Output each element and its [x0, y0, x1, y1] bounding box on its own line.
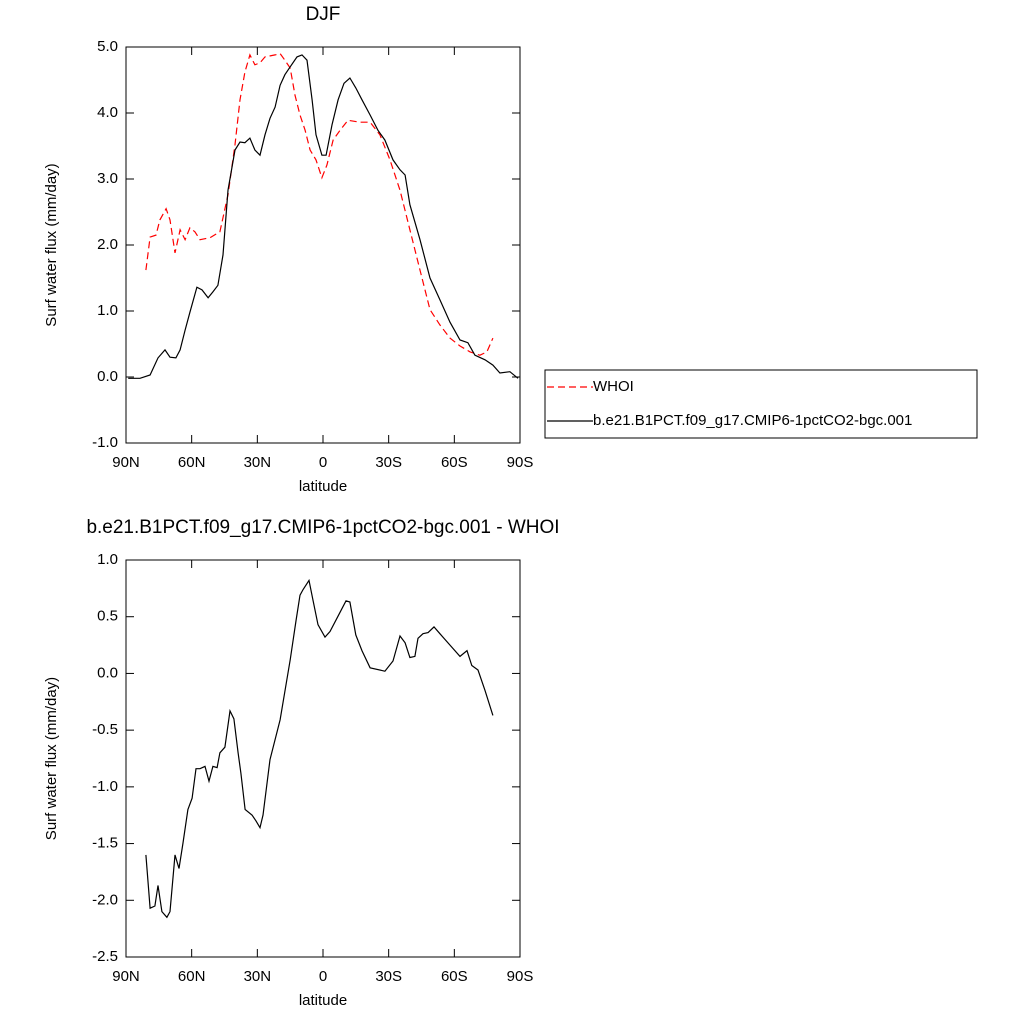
y-tick-label: -1.5 — [92, 835, 118, 852]
chart-title: DJF — [306, 4, 341, 25]
y-tick-label: 0.5 — [97, 608, 118, 625]
legend-box — [544, 369, 978, 439]
y-tick-label: 0.0 — [97, 664, 118, 681]
x-tick-label: 60N — [178, 454, 206, 471]
data-line — [145, 578, 494, 919]
x-tick-label: 90N — [112, 454, 140, 471]
x-tick-label: 90S — [507, 968, 534, 985]
y-tick-label: -1.0 — [92, 778, 118, 795]
x-tick-label: 60S — [441, 454, 468, 471]
y-tick-label: -0.5 — [92, 721, 118, 738]
y-tick-label: 3.0 — [97, 170, 118, 187]
y-tick-label: 0.0 — [97, 368, 118, 385]
x-tick-label: 0 — [319, 968, 327, 985]
legend-label: WHOI — [593, 378, 634, 395]
data-line — [128, 54, 519, 379]
y-tick-label: -2.5 — [92, 948, 118, 965]
y-tick-label: 2.0 — [97, 236, 118, 253]
y-tick-label: 1.0 — [97, 302, 118, 319]
y-axis-label: Surf water flux (mm/day) — [43, 677, 60, 840]
x-tick-label: 30N — [244, 454, 272, 471]
data-line — [145, 52, 494, 356]
x-tick-label: 60N — [178, 968, 206, 985]
y-tick-label: -2.0 — [92, 891, 118, 908]
y-tick-label: 1.0 — [97, 551, 118, 568]
plot-frame — [125, 46, 521, 444]
chart-title: b.e21.B1PCT.f09_g17.CMIP6-1pctCO2-bgc.00… — [86, 517, 559, 538]
x-tick-label: 90S — [507, 454, 534, 471]
x-tick-label: 0 — [319, 454, 327, 471]
x-tick-label: 30S — [375, 968, 402, 985]
plot-frame — [125, 559, 521, 958]
x-axis-label: latitude — [299, 478, 347, 495]
x-axis-label: latitude — [299, 992, 347, 1009]
y-tick-label: 5.0 — [97, 38, 118, 55]
y-axis-label: Surf water flux (mm/day) — [43, 163, 60, 326]
y-tick-label: 4.0 — [97, 104, 118, 121]
x-tick-label: 60S — [441, 968, 468, 985]
x-tick-label: 90N — [112, 968, 140, 985]
x-tick-label: 30S — [375, 454, 402, 471]
legend-label: b.e21.B1PCT.f09_g17.CMIP6-1pctCO2-bgc.00… — [593, 412, 912, 429]
y-tick-label: -1.0 — [92, 434, 118, 451]
x-tick-label: 30N — [244, 968, 272, 985]
